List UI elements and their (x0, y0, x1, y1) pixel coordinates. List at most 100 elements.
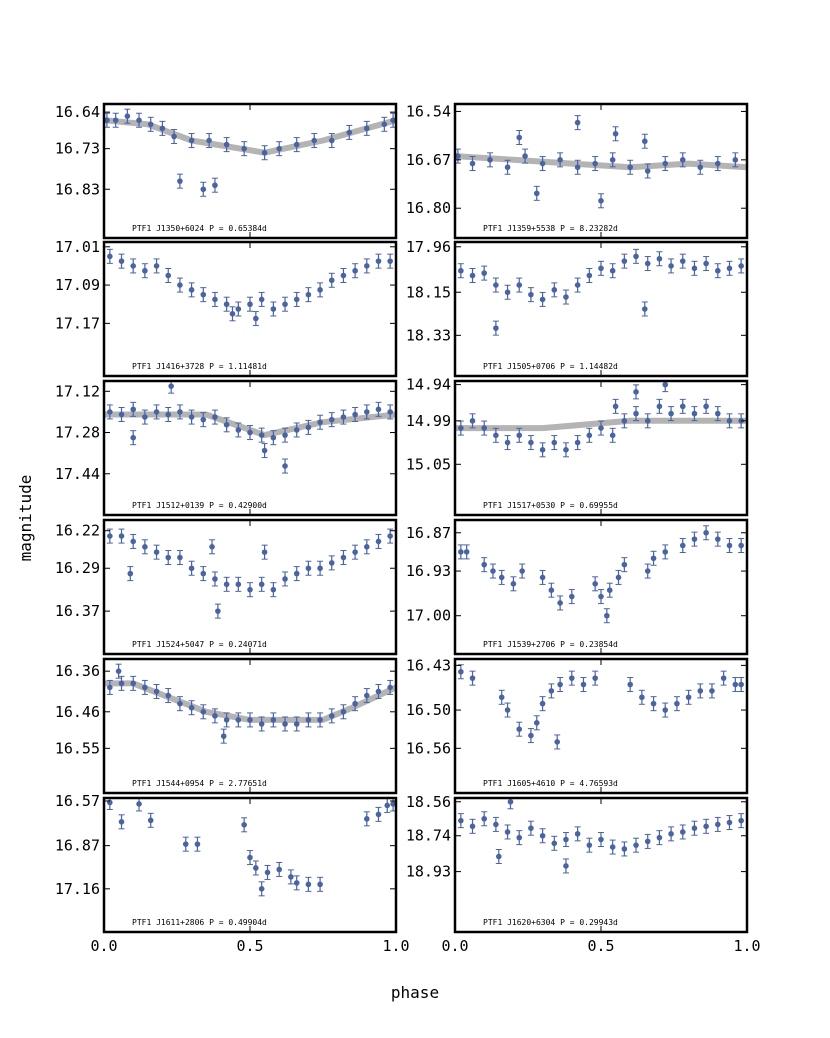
point-marker (697, 688, 704, 694)
point-marker (493, 821, 499, 828)
point-marker (621, 561, 628, 568)
data-point (293, 291, 300, 307)
data-point (159, 120, 166, 136)
point-marker (293, 141, 300, 148)
data-point (457, 544, 464, 560)
point-marker (364, 816, 370, 822)
data-point (633, 384, 640, 400)
point-marker (282, 301, 288, 308)
point-marker (247, 429, 253, 436)
point-marker (270, 586, 277, 593)
data-point (697, 159, 704, 175)
data-point (188, 409, 195, 425)
point-marker (592, 581, 598, 587)
point-marker (142, 414, 148, 420)
data-point (507, 798, 514, 810)
point-marker (168, 383, 174, 389)
data-point (726, 538, 733, 554)
point-marker (606, 587, 613, 593)
point-marker (253, 315, 259, 322)
data-point (598, 589, 604, 605)
data-point (592, 156, 599, 172)
data-point (247, 850, 253, 866)
plot-area (104, 108, 396, 197)
data-point (504, 435, 511, 451)
data-point (627, 677, 634, 693)
data-point (118, 407, 125, 422)
panel-frame (453, 796, 749, 934)
panel-2: 17.01 17.09 17.17 PTF1 J1416+3728 P = 1.114… (55, 238, 398, 378)
point-marker (498, 694, 505, 701)
data-point (638, 689, 645, 705)
point-marker (261, 549, 268, 555)
point-marker (305, 717, 312, 723)
x-tick-label: 0.0 (90, 937, 117, 955)
panel-frame (453, 657, 749, 795)
point-marker (586, 842, 593, 848)
data-point (697, 683, 704, 699)
data-point (200, 412, 207, 428)
point-marker (715, 160, 721, 167)
point-marker (276, 866, 283, 873)
point-marker (282, 463, 288, 469)
y-tick-label: 16.80 (406, 199, 451, 217)
point-marker (551, 840, 558, 847)
data-point (551, 282, 558, 298)
point-marker (200, 708, 207, 715)
point-marker (732, 681, 739, 688)
data-point (627, 159, 634, 175)
point-marker (493, 325, 499, 331)
data-point (656, 251, 663, 267)
data-point (188, 282, 195, 298)
y-tick-label: 18.33 (406, 326, 451, 344)
data-point (548, 582, 555, 598)
data-point (562, 858, 569, 874)
point-marker (112, 117, 119, 124)
point-marker (563, 294, 569, 300)
model-curve (455, 153, 747, 171)
data-point (489, 563, 496, 579)
point-marker (679, 258, 686, 264)
point-marker (142, 267, 148, 274)
plot-area (104, 663, 396, 744)
point-marker (258, 721, 265, 727)
x-tick-label: 0.5 (587, 937, 614, 955)
y-tick-label: 14.99 (406, 412, 451, 430)
data-point (115, 663, 122, 679)
data-point (130, 533, 137, 549)
point-marker (738, 542, 744, 549)
data-point (574, 435, 581, 451)
data-point (685, 689, 692, 705)
point-marker (107, 409, 113, 415)
data-point (241, 141, 248, 157)
data-point (551, 835, 558, 851)
data-point (708, 683, 715, 699)
point-marker (715, 410, 721, 417)
point-marker (215, 608, 221, 614)
y-tick-label: 16.73 (55, 140, 100, 158)
point-marker (504, 439, 511, 446)
data-point (165, 268, 172, 283)
data-point (469, 818, 476, 834)
point-marker (557, 600, 563, 606)
data-point (220, 728, 227, 744)
point-marker (691, 265, 698, 272)
data-point (586, 268, 593, 283)
data-point (363, 404, 370, 420)
point-marker (656, 255, 663, 262)
panel-10: 16.57 16.87 17.16 PTF1 J1611+2806 P = 0.499… (55, 792, 398, 934)
point-marker (469, 272, 476, 279)
point-marker (390, 117, 396, 124)
plot-area (457, 664, 745, 750)
y-tick-label: 18.15 (406, 283, 451, 301)
y-tick-label: 18.93 (406, 863, 451, 881)
point-marker (177, 409, 183, 415)
data-point (247, 425, 253, 441)
point-marker (738, 681, 744, 688)
data-point (127, 566, 134, 582)
data-point (340, 409, 347, 425)
point-marker (364, 409, 370, 415)
data-point (258, 716, 265, 732)
data-point (258, 427, 265, 443)
point-marker (586, 272, 593, 279)
